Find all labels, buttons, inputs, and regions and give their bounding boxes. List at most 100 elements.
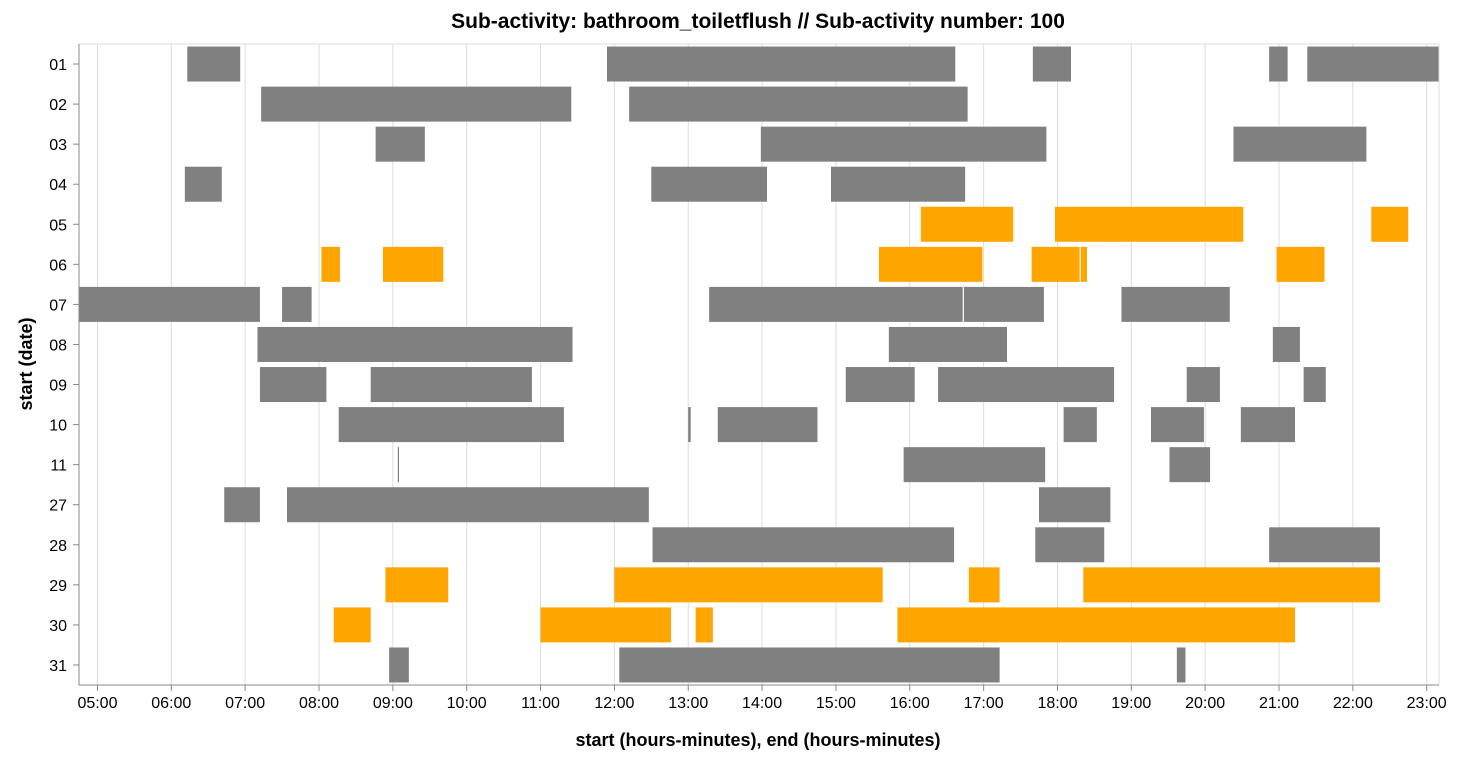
interval-bar — [695, 607, 713, 643]
x-axis-title: start (hours-minutes), end (hours-minute… — [575, 730, 940, 750]
x-tick-label: 10:00 — [447, 695, 487, 712]
x-tick-label: 15:00 — [816, 695, 856, 712]
interval-bar — [651, 166, 767, 202]
y-tick-label: 04 — [49, 177, 67, 194]
interval-bar — [184, 166, 222, 202]
interval-bar — [1055, 206, 1244, 242]
x-tick-label: 09:00 — [373, 695, 413, 712]
interval-bar — [903, 447, 1046, 483]
x-tick-label: 19:00 — [1111, 695, 1151, 712]
y-axis-title: start (date) — [16, 317, 36, 410]
interval-bar — [920, 206, 1014, 242]
y-tick-label: 29 — [49, 578, 67, 595]
interval-bar — [1240, 407, 1295, 443]
x-tick-label: 20:00 — [1185, 695, 1225, 712]
interval-bar — [1063, 407, 1097, 443]
interval-bar — [370, 367, 532, 403]
interval-bar — [1272, 326, 1300, 362]
y-tick-label: 06 — [49, 257, 67, 274]
x-tick-label: 12:00 — [594, 695, 634, 712]
interval-bar — [1269, 527, 1380, 563]
interval-bar — [760, 126, 1047, 162]
x-tick-label: 23:00 — [1407, 695, 1447, 712]
y-tick-label: 28 — [49, 538, 67, 555]
interval-bar — [963, 286, 1044, 322]
y-tick-label: 05 — [49, 217, 67, 234]
x-tick-label: 17:00 — [964, 695, 1004, 712]
interval-bar — [1151, 407, 1204, 443]
interval-bar — [1083, 567, 1380, 603]
x-tick-label: 11:00 — [521, 695, 560, 712]
interval-bar — [1276, 246, 1325, 282]
interval-bar — [287, 487, 649, 523]
interval-bar — [1176, 647, 1186, 683]
interval-bar — [688, 407, 691, 443]
interval-bar — [1269, 46, 1288, 82]
x-tick-label: 16:00 — [890, 695, 930, 712]
x-tick-label: 05:00 — [77, 695, 117, 712]
interval-bar — [1032, 46, 1071, 82]
interval-bar — [259, 367, 327, 403]
x-tick-label: 21:00 — [1259, 695, 1299, 712]
interval-bar — [607, 46, 956, 82]
interval-bar — [845, 367, 915, 403]
interval-bar — [1186, 367, 1220, 403]
y-tick-label: 31 — [49, 658, 67, 675]
interval-bar — [831, 166, 966, 202]
interval-bar — [79, 286, 260, 322]
interval-bar — [321, 246, 340, 282]
interval-bar — [1371, 206, 1409, 242]
interval-bar — [375, 126, 425, 162]
interval-bar — [385, 567, 449, 603]
interval-bar — [1169, 447, 1211, 483]
interval-bar — [1031, 246, 1080, 282]
x-tick-label: 22:00 — [1333, 695, 1373, 712]
interval-bar — [888, 326, 1007, 362]
interval-bar — [879, 246, 983, 282]
y-tick-label: 02 — [49, 97, 67, 114]
interval-bar — [614, 567, 883, 603]
interval-bar — [1303, 367, 1326, 403]
interval-bar — [257, 326, 573, 362]
y-tick-label: 10 — [49, 418, 67, 435]
interval-bar — [224, 487, 260, 523]
y-tick-label: 07 — [49, 297, 67, 314]
interval-bar — [717, 407, 818, 443]
y-tick-label: 27 — [49, 498, 67, 515]
interval-bar — [1233, 126, 1367, 162]
interval-bar — [897, 607, 1295, 643]
x-tick-label: 07:00 — [225, 695, 265, 712]
interval-bar — [709, 286, 963, 322]
interval-bar — [968, 567, 1000, 603]
x-tick-label: 06:00 — [151, 695, 191, 712]
interval-bar — [652, 527, 955, 563]
interval-bar — [1307, 46, 1439, 82]
y-tick-label: 03 — [49, 137, 67, 154]
interval-bar — [540, 607, 671, 643]
y-tick-label: 30 — [49, 618, 67, 635]
x-tick-label: 13:00 — [668, 695, 708, 712]
interval-bar — [261, 86, 572, 122]
interval-bar — [397, 447, 399, 483]
interval-bar — [187, 46, 241, 82]
x-tick-label: 14:00 — [742, 695, 782, 712]
y-tick-label: 11 — [50, 458, 67, 475]
y-tick-label: 01 — [49, 57, 67, 74]
y-tick-label: 08 — [49, 337, 67, 354]
interval-bar — [282, 286, 312, 322]
interval-bar — [389, 647, 409, 683]
interval-bar — [383, 246, 444, 282]
chart-title: Sub-activity: bathroom_toiletflush // Su… — [451, 10, 1065, 33]
axes: 05:00 06:00 07:00 08:00 09:00 10:00 11:00 12:00… — [49, 43, 1447, 712]
interval-bar — [333, 607, 371, 643]
interval-bar — [1039, 487, 1111, 523]
interval-bar — [629, 86, 968, 122]
x-tick-label: 08:00 — [299, 695, 339, 712]
y-tick-label: 09 — [49, 378, 67, 395]
interval-bar — [619, 647, 1000, 683]
interval-bar — [1080, 246, 1087, 282]
interval-bar — [1121, 286, 1230, 322]
interval-bar — [1035, 527, 1105, 563]
